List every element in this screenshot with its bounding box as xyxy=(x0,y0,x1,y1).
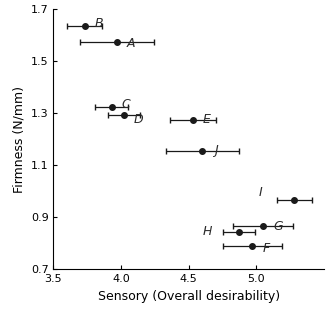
Text: $\mathit{C}$: $\mathit{C}$ xyxy=(121,98,132,111)
Text: $\mathit{G}$: $\mathit{G}$ xyxy=(273,220,284,233)
Text: $\mathit{F}$: $\mathit{F}$ xyxy=(262,242,271,255)
Text: $\mathit{D}$: $\mathit{D}$ xyxy=(133,113,144,126)
Y-axis label: Firmness (N/mm): Firmness (N/mm) xyxy=(12,86,25,193)
Text: $\mathit{A}$: $\mathit{A}$ xyxy=(127,38,137,50)
Text: $\mathit{H}$: $\mathit{H}$ xyxy=(202,225,213,238)
X-axis label: Sensory (Overall desirability): Sensory (Overall desirability) xyxy=(98,290,280,303)
Text: $\mathit{B}$: $\mathit{B}$ xyxy=(94,17,104,30)
Text: $\mathit{I}$: $\mathit{I}$ xyxy=(258,186,263,199)
Text: $\mathit{E}$: $\mathit{E}$ xyxy=(202,113,212,126)
Text: $\mathit{J}$: $\mathit{J}$ xyxy=(212,143,219,159)
